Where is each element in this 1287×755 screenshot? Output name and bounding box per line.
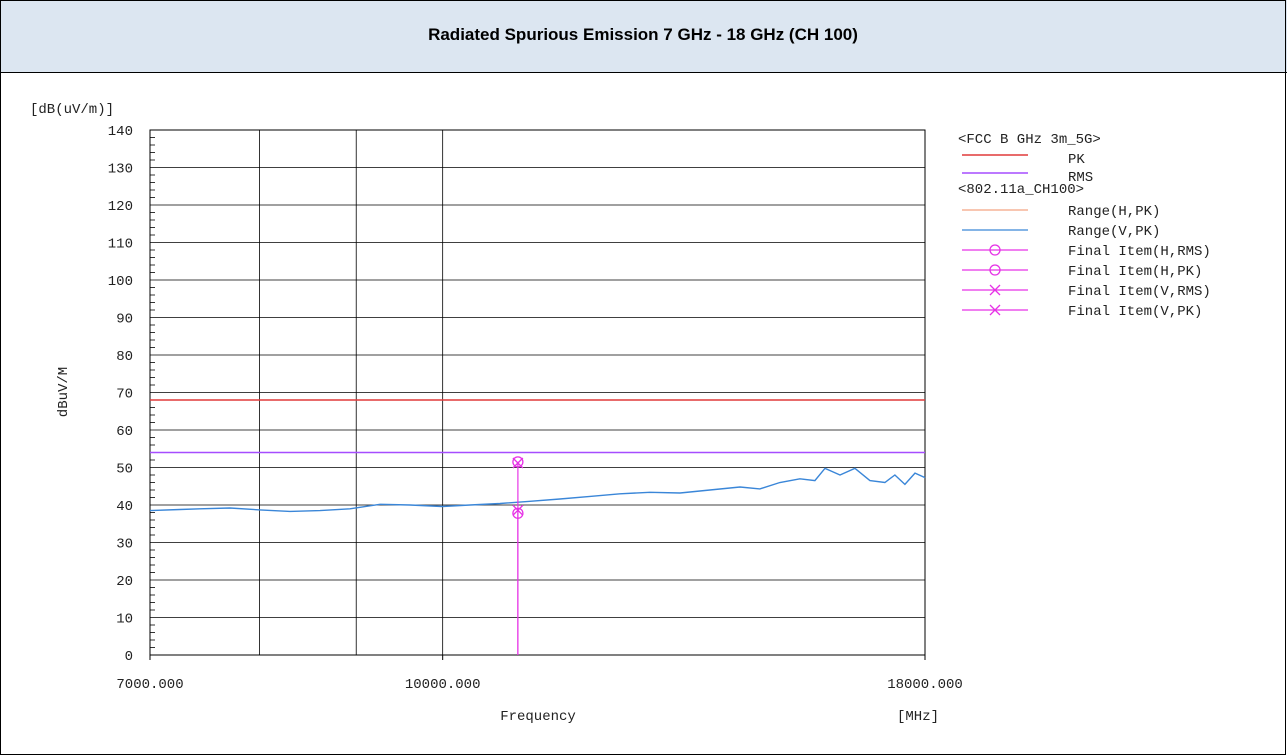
x-label: Frequency xyxy=(500,709,576,725)
marker xyxy=(989,304,1001,316)
y-tick-label: 60 xyxy=(116,424,133,440)
trace xyxy=(149,467,926,513)
legend-label: Range(V,PK) xyxy=(1068,224,1160,240)
legend-group: <FCC B GHz 3m_5G> xyxy=(958,132,1101,148)
header-band xyxy=(0,0,1287,72)
y-tick-label: 0 xyxy=(125,649,133,665)
y-tick-label: 30 xyxy=(116,537,133,553)
legend-label: RMS xyxy=(1068,170,1093,186)
marker xyxy=(989,264,1001,276)
x-tick-label: 7000.000 xyxy=(116,677,183,693)
marker xyxy=(989,244,1001,256)
y-tick-label: 90 xyxy=(116,312,133,328)
x-tick-label: 18000.000 xyxy=(887,677,963,693)
chart-title: Radiated Spurious Emission 7 GHz - 18 GH… xyxy=(428,25,858,44)
y-tick-label: 50 xyxy=(116,462,133,478)
x-unit: [MHz] xyxy=(897,709,939,725)
legend-group: <802.11a_CH100> xyxy=(958,182,1084,198)
y-tick-label: 40 xyxy=(116,499,133,515)
y-tick-label: 130 xyxy=(108,162,133,178)
plot-border xyxy=(149,129,926,656)
y-tick-label: 140 xyxy=(108,124,133,140)
y-tick-label: 80 xyxy=(116,349,133,365)
y-tick-label: 70 xyxy=(116,387,133,403)
y-tick-label: 10 xyxy=(116,612,133,628)
marker xyxy=(512,457,524,469)
legend-label: Range(H,PK) xyxy=(1068,204,1160,220)
y-tick-label: 120 xyxy=(108,199,133,215)
legend-label: Final Item(V,RMS) xyxy=(1068,284,1211,300)
y-tick-label: 100 xyxy=(108,274,133,290)
legend-label: Final Item(H,RMS) xyxy=(1068,244,1211,260)
legend-label: Final Item(H,PK) xyxy=(1068,264,1202,280)
y-label: dBuV/M xyxy=(56,367,72,417)
y-tick-label: 110 xyxy=(108,237,133,253)
x-tick-label: 10000.000 xyxy=(405,677,481,693)
marker xyxy=(989,284,1001,296)
y-unit: [dB(uV/m)] xyxy=(30,102,114,118)
y-tick-label: 20 xyxy=(116,574,133,590)
legend-label: Final Item(V,PK) xyxy=(1068,304,1202,320)
legend-label: PK xyxy=(1068,152,1085,168)
